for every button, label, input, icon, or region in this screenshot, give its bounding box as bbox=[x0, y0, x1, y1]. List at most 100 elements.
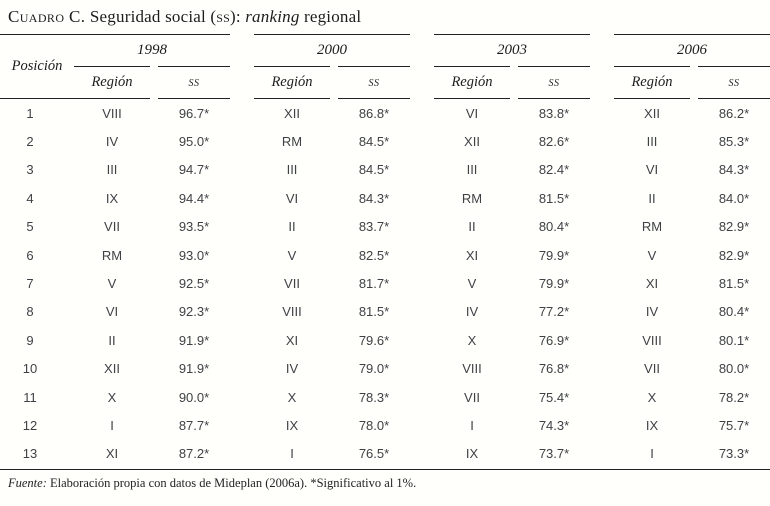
region-cell: X bbox=[647, 389, 657, 405]
region-cell: XII bbox=[464, 134, 480, 150]
table-row: 2 IV 95.0* RM 84.5* XII 82.6* III 85.3* bbox=[0, 127, 770, 155]
position-cell: 13 bbox=[22, 446, 38, 462]
ss-value-cell: 87.2* bbox=[178, 446, 210, 462]
ss-value-cell: 82.9* bbox=[718, 247, 750, 263]
region-cell: VI bbox=[645, 162, 659, 178]
table-body: 1 VIII 96.7* XII 86.8* VI 83.8* XII 86.2* 2 IV 95.0… bbox=[0, 99, 770, 468]
ss-value-cell: 81.5* bbox=[718, 276, 750, 292]
table-row: 11 X 90.0* X 78.3* VII 75.4* X 78.2* bbox=[0, 383, 770, 411]
source-text: Elaboración propia con datos de Mideplan… bbox=[46, 476, 417, 491]
region-cell: XI bbox=[465, 247, 479, 263]
table-title-label: Cuadro C. bbox=[8, 7, 86, 26]
table-title-text: Seguridad social ( bbox=[85, 7, 217, 26]
region-cell: IX bbox=[465, 446, 479, 462]
ss-value-cell: 90.0* bbox=[178, 389, 210, 405]
column-header-ss: ss bbox=[518, 66, 590, 99]
position-cell: 10 bbox=[22, 361, 38, 377]
table-row: 13 XI 87.2* I 76.5* IX 73.7* I 73.3* bbox=[0, 440, 770, 468]
ss-value-cell: 93.5* bbox=[178, 219, 210, 235]
ss-value-cell: 78.3* bbox=[358, 389, 390, 405]
ss-value-cell: 85.3* bbox=[718, 134, 750, 150]
ss-value-cell: 80.1* bbox=[718, 332, 750, 348]
region-cell: IV bbox=[105, 134, 119, 150]
region-cell: V bbox=[287, 247, 297, 263]
ss-value-cell: 78.0* bbox=[358, 417, 390, 433]
region-cell: XII bbox=[644, 105, 660, 121]
ss-value-cell: 95.0* bbox=[178, 134, 210, 150]
region-cell: V bbox=[467, 276, 477, 292]
ss-value-cell: 84.5* bbox=[358, 162, 390, 178]
ss-value-cell: 78.2* bbox=[718, 389, 750, 405]
ss-value-cell: 73.3* bbox=[718, 446, 750, 462]
ss-value-cell: 82.9* bbox=[718, 219, 750, 235]
column-header-ss: ss bbox=[158, 66, 230, 99]
table-title: Cuadro C. Seguridad social (ss): ranking… bbox=[0, 0, 770, 34]
region-cell: VIII bbox=[642, 332, 662, 348]
region-cell: VII bbox=[464, 389, 480, 405]
region-cell: VIII bbox=[102, 105, 122, 121]
ss-value-cell: 83.8* bbox=[538, 105, 570, 121]
region-cell: I bbox=[470, 417, 474, 433]
region-cell: IX bbox=[285, 417, 299, 433]
region-cell: XII bbox=[284, 105, 300, 121]
region-cell: III bbox=[286, 162, 298, 178]
source-label: Fuente: bbox=[8, 476, 47, 491]
ss-value-cell: 76.5* bbox=[358, 446, 390, 462]
position-cell: 3 bbox=[26, 162, 34, 178]
ss-value-cell: 96.7* bbox=[178, 105, 210, 121]
region-cell: RM bbox=[641, 219, 663, 235]
region-cell: II bbox=[468, 219, 476, 235]
position-cell: 5 bbox=[26, 219, 34, 235]
region-cell: II bbox=[108, 332, 116, 348]
ss-value-cell: 76.9* bbox=[538, 332, 570, 348]
year-header-2006: 2006 bbox=[614, 34, 770, 66]
column-header-region: Región bbox=[614, 66, 690, 99]
column-header-posicion: Posición bbox=[0, 34, 74, 99]
region-cell: VI bbox=[105, 304, 119, 320]
region-cell: VI bbox=[465, 105, 479, 121]
ss-value-cell: 94.7* bbox=[178, 162, 210, 178]
position-cell: 4 bbox=[26, 190, 34, 206]
table-row: 1 VIII 96.7* XII 86.8* VI 83.8* XII 86.2* bbox=[0, 99, 770, 127]
ss-value-cell: 84.3* bbox=[358, 190, 390, 206]
region-cell: X bbox=[287, 389, 297, 405]
table-row: 10 XII 91.9* IV 79.0* VIII 76.8* VII 80.0* bbox=[0, 355, 770, 383]
region-cell: XI bbox=[645, 276, 659, 292]
region-cell: IX bbox=[105, 190, 119, 206]
region-cell: VIII bbox=[282, 304, 302, 320]
ss-value-cell: 92.5* bbox=[178, 276, 210, 292]
region-cell: II bbox=[648, 190, 656, 206]
region-cell: XII bbox=[104, 361, 120, 377]
table-header: Posición 1998 2000 2003 2006 Región ss R… bbox=[0, 34, 770, 99]
ss-value-cell: 79.9* bbox=[538, 276, 570, 292]
ss-value-cell: 77.2* bbox=[538, 304, 570, 320]
region-cell: X bbox=[467, 332, 477, 348]
region-cell: RM bbox=[281, 134, 303, 150]
position-cell: 9 bbox=[26, 332, 34, 348]
ss-value-cell: 86.2* bbox=[718, 105, 750, 121]
table-row: 6 RM 93.0* V 82.5* XI 79.9* V 82.9* bbox=[0, 241, 770, 269]
table-row: 9 II 91.9* XI 79.6* X 76.9* VIII 80.1* bbox=[0, 326, 770, 354]
region-cell: X bbox=[107, 389, 117, 405]
position-cell: 12 bbox=[22, 417, 38, 433]
region-cell: III bbox=[106, 162, 118, 178]
ss-value-cell: 80.0* bbox=[718, 361, 750, 377]
ss-value-cell: 76.8* bbox=[538, 361, 570, 377]
year-header-2000: 2000 bbox=[254, 34, 410, 66]
region-cell: V bbox=[107, 276, 117, 292]
position-cell: 6 bbox=[26, 247, 34, 263]
ss-value-cell: 80.4* bbox=[538, 219, 570, 235]
ss-value-cell: 91.9* bbox=[178, 332, 210, 348]
region-cell: RM bbox=[461, 190, 483, 206]
table-title-suffix: regional bbox=[299, 7, 362, 26]
region-cell: XI bbox=[285, 332, 299, 348]
table-title-colon: ): bbox=[230, 7, 246, 26]
ss-value-cell: 82.4* bbox=[538, 162, 570, 178]
region-cell: VII bbox=[644, 361, 660, 377]
ss-value-cell: 80.4* bbox=[718, 304, 750, 320]
year-header-1998: 1998 bbox=[74, 34, 230, 66]
region-cell: VI bbox=[285, 190, 299, 206]
ss-value-cell: 79.6* bbox=[358, 332, 390, 348]
table-row: 12 I 87.7* IX 78.0* I 74.3* IX 75.7* bbox=[0, 411, 770, 439]
region-cell: III bbox=[646, 134, 658, 150]
